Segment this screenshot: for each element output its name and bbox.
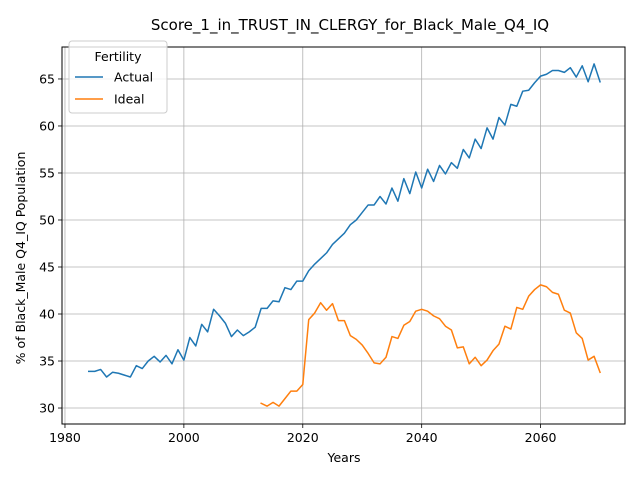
grid — [62, 47, 625, 424]
y-tick-label: 35 — [39, 354, 55, 369]
plot-frame — [61, 46, 626, 425]
x-tick-label: 2000 — [168, 430, 200, 445]
series-layer — [88, 63, 601, 407]
y-tick-label: 45 — [39, 259, 55, 274]
legend: Fertility Actual Ideal — [68, 40, 168, 114]
x-axis-label: Years — [327, 450, 361, 465]
y-tick-label: 65 — [39, 71, 55, 86]
legend-title: Fertility — [95, 49, 143, 64]
y-axis-label: % of Black_Male Q4_IQ Population — [13, 152, 28, 365]
y-axis: 30 35 40 45 50 55 60 65 — [39, 71, 62, 416]
y-tick-label: 30 — [39, 401, 55, 416]
legend-label-ideal: Ideal — [114, 92, 144, 107]
chart-title: Score_1_in_TRUST_IN_CLERGY_for_Black_Mal… — [151, 16, 549, 35]
y-tick-label: 55 — [39, 165, 55, 180]
y-tick-label: 50 — [39, 212, 55, 227]
y-tick-label: 40 — [39, 307, 55, 322]
x-tick-label: 2020 — [287, 430, 319, 445]
legend-label-actual: Actual — [114, 70, 153, 85]
x-axis: 1980 2000 2020 2040 2060 — [49, 424, 557, 445]
series-line-actual — [88, 63, 601, 378]
legend-box — [68, 40, 168, 114]
series-line-ideal — [260, 284, 601, 407]
legend-entries: Actual Ideal — [75, 70, 153, 107]
x-tick-label: 1980 — [49, 430, 81, 445]
x-tick-label: 2060 — [525, 430, 557, 445]
y-tick-label: 60 — [39, 118, 55, 133]
x-tick-label: 2040 — [406, 430, 438, 445]
